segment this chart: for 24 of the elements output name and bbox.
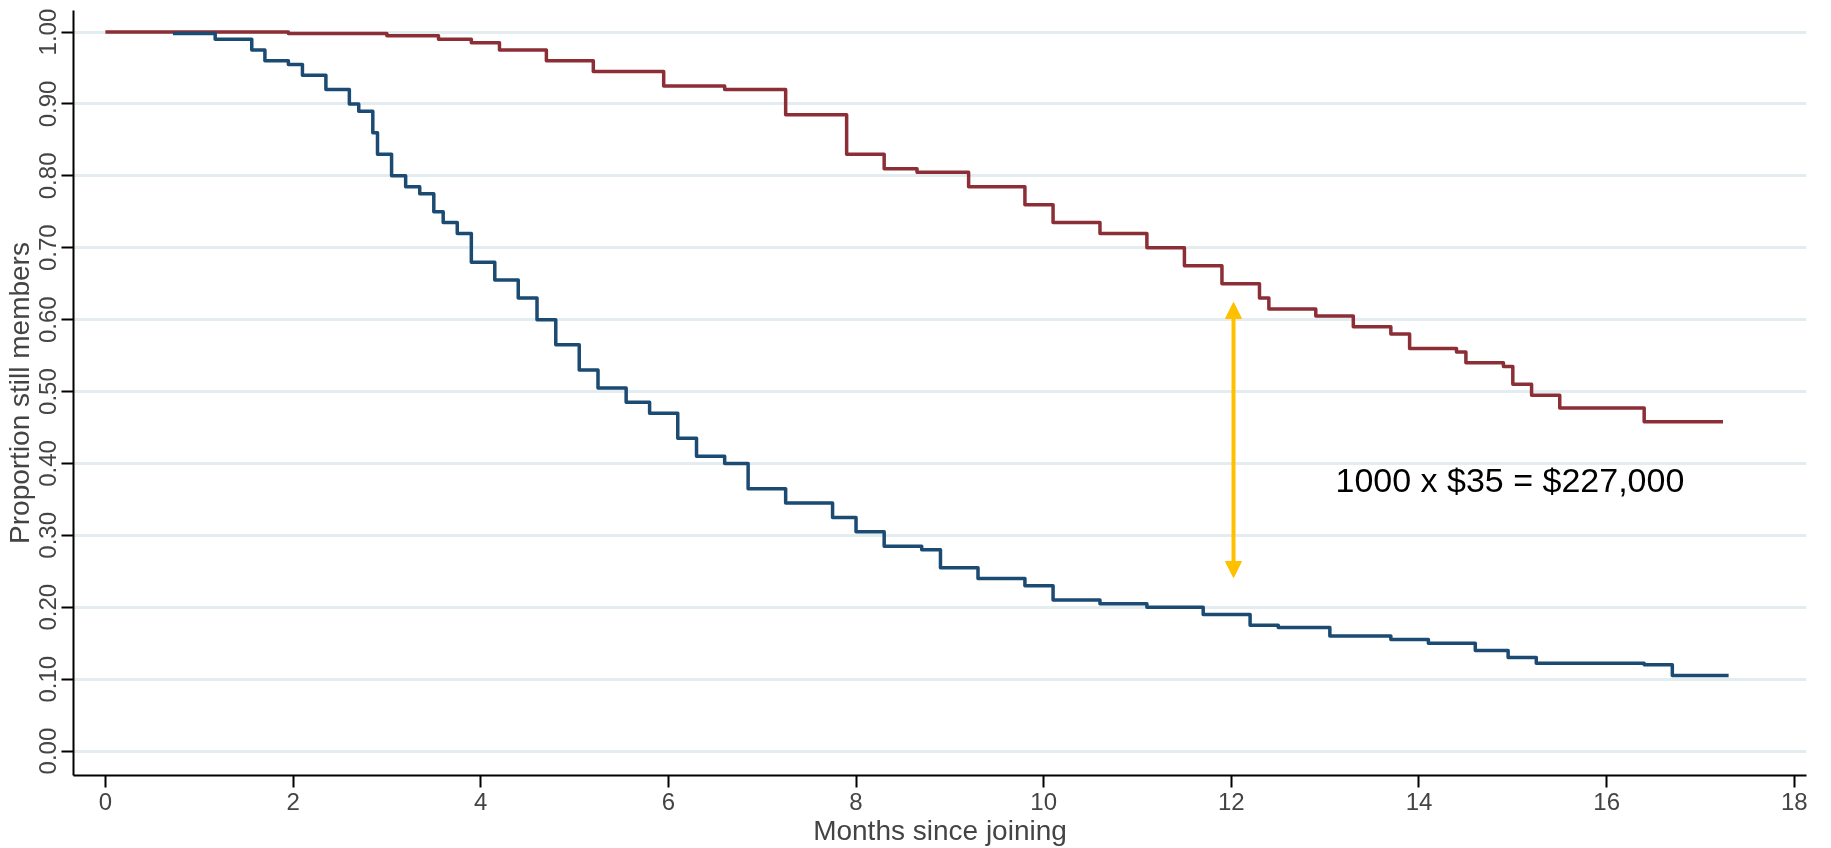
- x-tick-label: 2: [286, 787, 300, 815]
- x-tick-label: 14: [1405, 787, 1433, 815]
- y-axis-title: Proportion still members: [3, 242, 35, 544]
- y-tick-label: 0.30: [34, 512, 62, 559]
- y-tick-label: 0.50: [34, 368, 62, 415]
- y-tick-label: 1.00: [34, 8, 62, 56]
- y-tick-label: 0.00: [34, 727, 62, 775]
- y-tick-label: 0.60: [34, 296, 62, 344]
- x-tick-label: 12: [1217, 787, 1245, 815]
- y-tick-label: 0.40: [34, 440, 62, 487]
- x-tick-label: 16: [1593, 787, 1620, 815]
- x-tick-label: 0: [98, 787, 113, 815]
- x-tick-label: 6: [661, 787, 676, 815]
- x-tick-label: 18: [1780, 787, 1808, 815]
- y-tick-label: 0.10: [34, 655, 62, 703]
- x-axis-title: Months since joining: [813, 814, 1067, 846]
- x-tick-label: 4: [474, 787, 488, 815]
- annotation: 1000 x $35 = $227,000: [1335, 460, 1685, 499]
- y-tick-label: 0.80: [34, 152, 62, 200]
- y-tick-label: 0.20: [34, 583, 62, 631]
- y-tick-label: 0.70: [34, 224, 62, 272]
- x-tick-label: 10: [1030, 787, 1058, 815]
- y-tick-label: 0.90: [34, 80, 62, 128]
- x-tick-label: 8: [849, 787, 863, 815]
